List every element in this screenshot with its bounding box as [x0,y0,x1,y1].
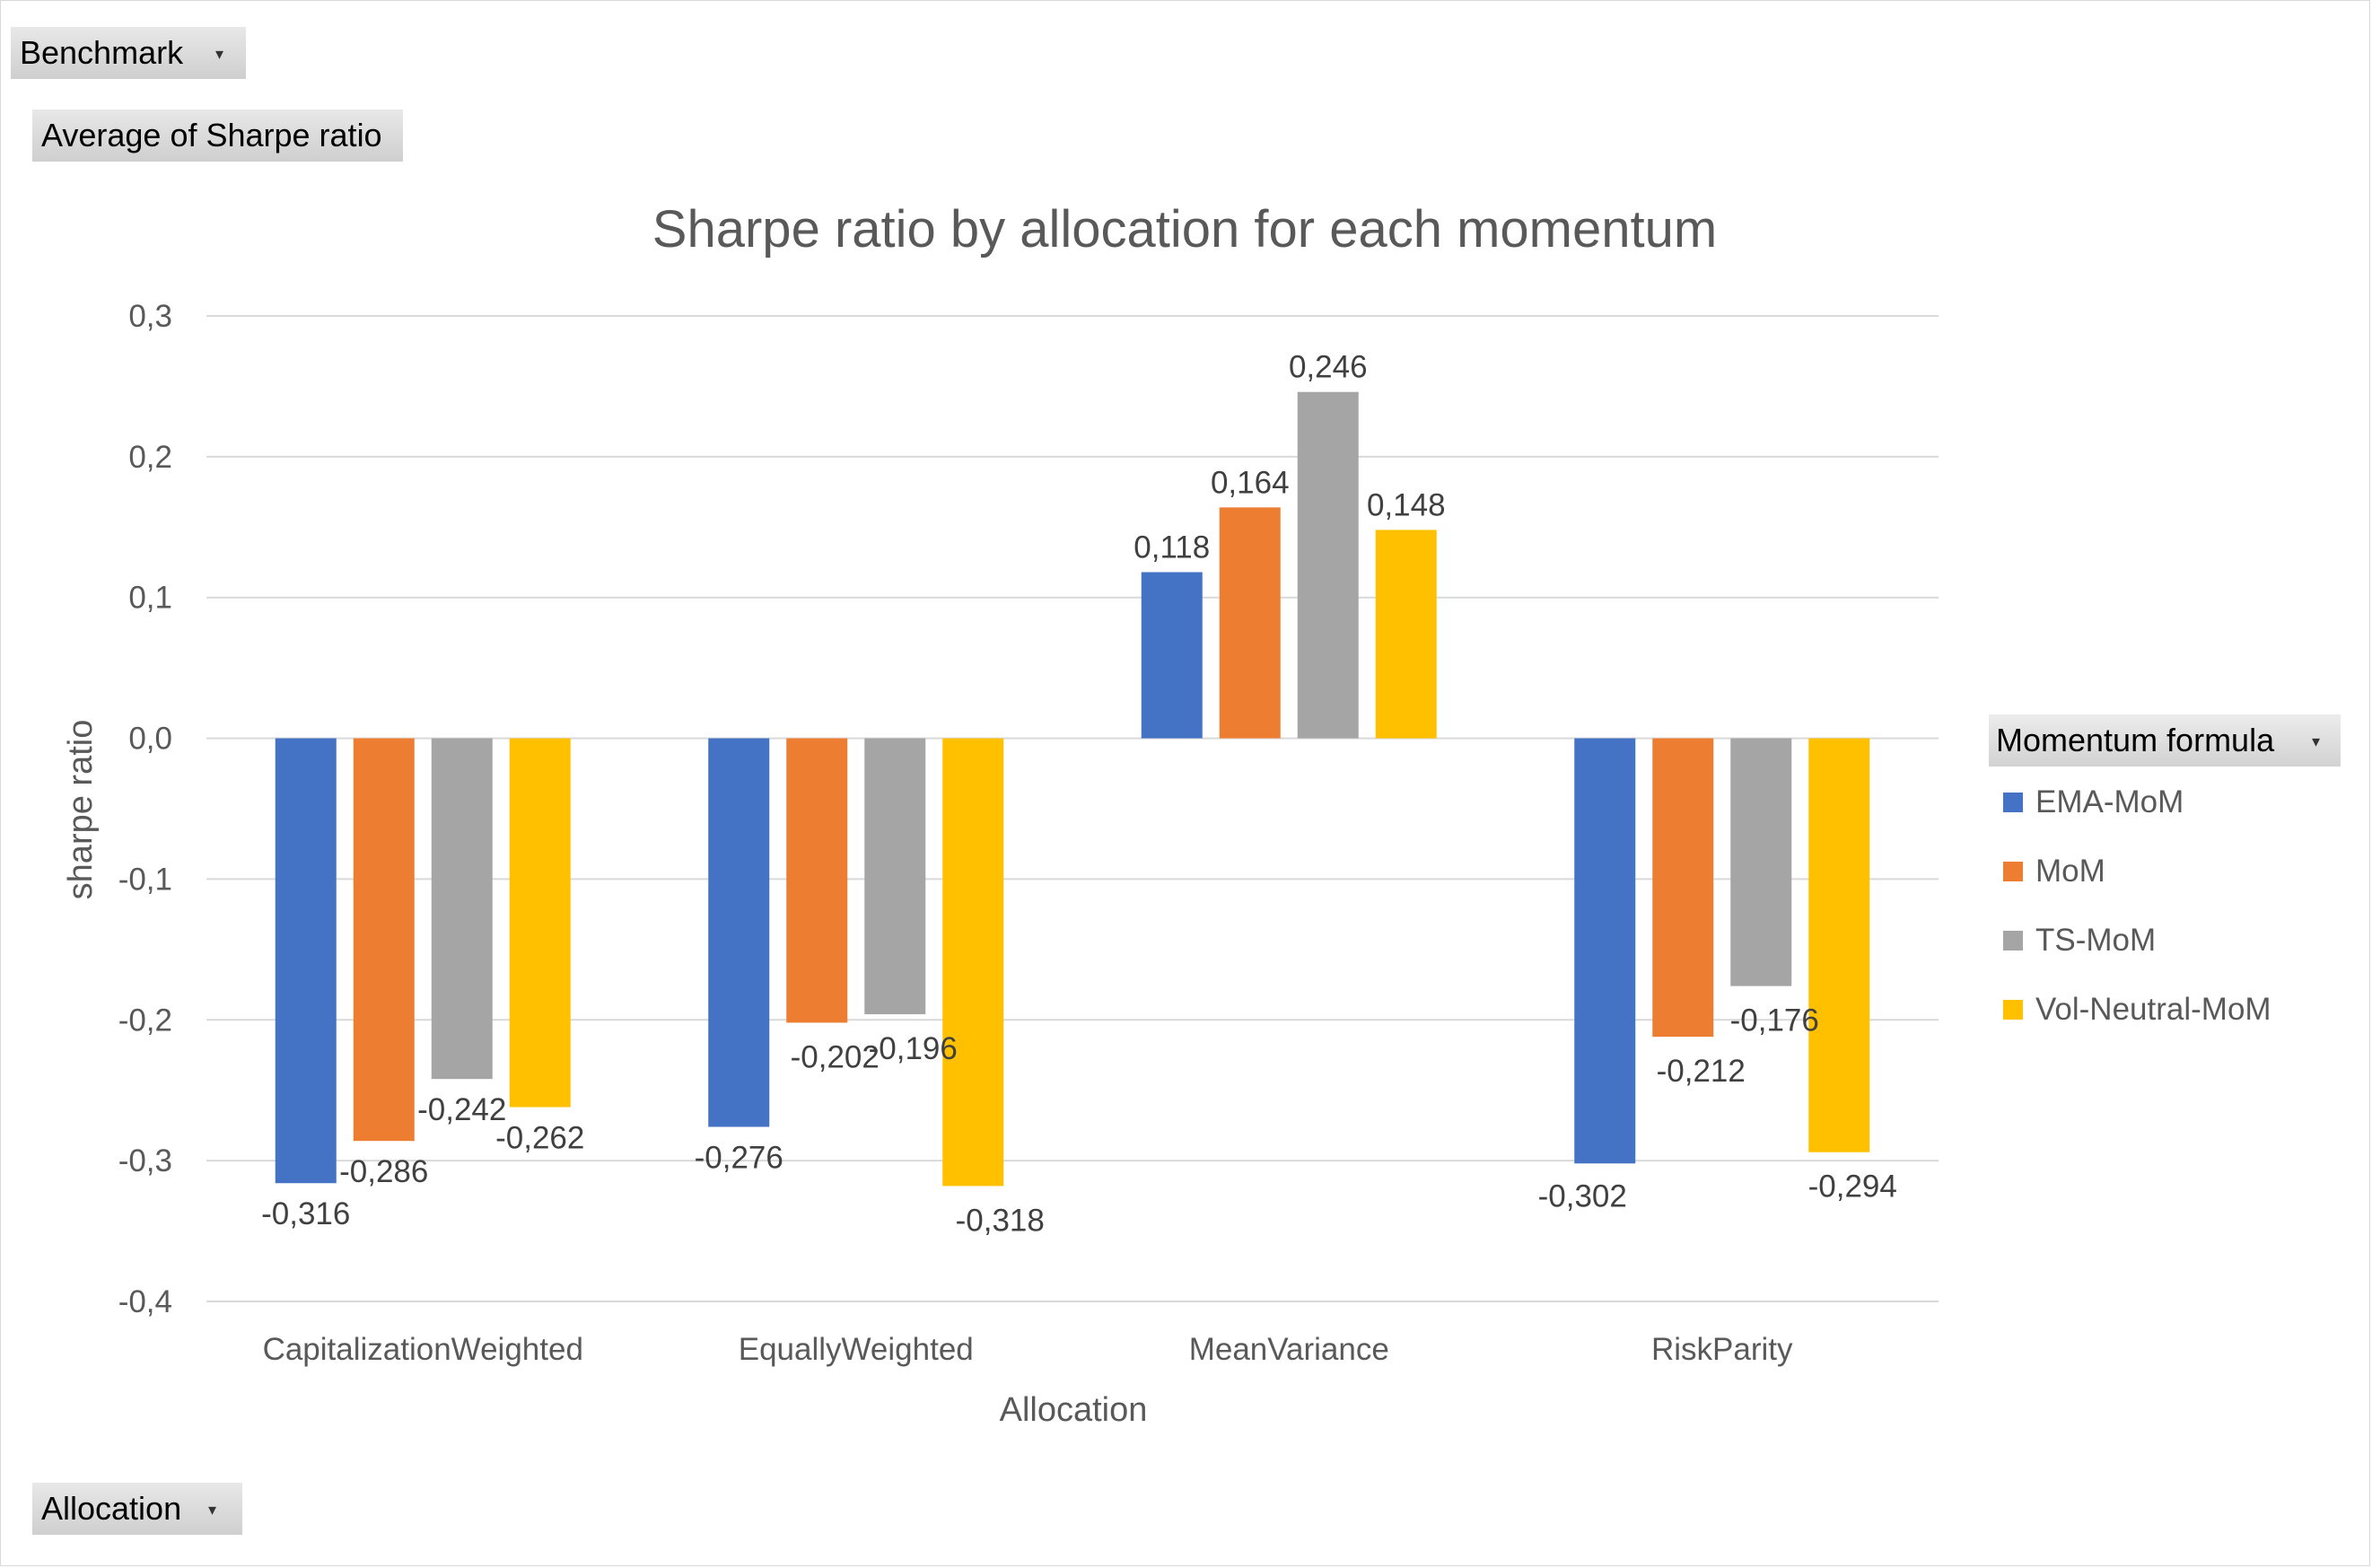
bar-vol-neutral-mom[interactable] [1808,738,1870,1152]
data-label: -0,202 [791,1039,880,1074]
data-label: 0,118 [1133,530,1210,565]
dropdown-arrow-icon: ▾ [208,1501,217,1519]
legend-label: TS-MoM [2035,923,2157,958]
x-tick-label: EquallyWeighted [739,1332,974,1367]
bar-mom[interactable] [353,738,415,1142]
x-tick-label: RiskParity [1651,1332,1793,1367]
legend-swatch [2003,793,2023,812]
legend-label: MoM [2035,854,2105,889]
data-label: -0,176 [1730,1003,1819,1038]
bar-ts-mom[interactable] [1297,391,1359,739]
data-label: 0,148 [1367,487,1446,522]
x-tick-label: MeanVariance [1189,1332,1389,1367]
data-label: -0,212 [1657,1054,1746,1089]
bar-ema-mom[interactable] [275,738,337,1184]
bar-vol-neutral-mom[interactable] [942,738,1004,1187]
dropdown-arrow-icon: ▾ [215,45,224,63]
bar-ema-mom[interactable] [708,738,770,1127]
legend-label: EMA-MoM [2035,784,2184,819]
legend-item[interactable]: Vol-Neutral-MoM [2003,992,2271,1028]
y-tick-label: 0,3 [128,299,172,334]
y-tick-label: 0,2 [128,440,172,475]
bar-mom[interactable] [1652,738,1714,1038]
data-label: -0,196 [869,1031,958,1066]
data-label: -0,276 [695,1140,783,1175]
benchmark-filter-label: Benchmark [20,34,184,71]
bar-ema-mom[interactable] [1141,572,1203,739]
data-label: 0,246 [1289,350,1368,385]
values-field-label: Average of Sharpe ratio [41,117,382,153]
legend-item[interactable]: MoM [2003,854,2105,889]
legend-swatch [2003,931,2023,950]
legend-item[interactable]: EMA-MoM [2003,784,2184,820]
data-label: 0,164 [1211,465,1290,500]
gridlines [206,315,1939,1302]
bar-ts-mom[interactable] [431,738,493,1080]
y-tick-label: -0,1 [118,862,172,897]
x-tick-label: CapitalizationWeighted [263,1332,583,1367]
bar-ema-mom[interactable] [1574,738,1636,1164]
data-label: -0,262 [495,1121,584,1156]
legend-title: Momentum formula [1996,722,2275,758]
data-labels: -0,316-0,286-0,242-0,262-0,276-0,202-0,1… [261,350,1897,1239]
data-label: -0,242 [417,1092,506,1127]
y-axis-ticks: -0,4 -0,3 -0,2 -0,1 0,0 0,1 0,2 0,3 [118,299,172,1319]
benchmark-filter-button[interactable]: Benchmark ▾ [11,27,246,79]
x-axis-title: Allocation [1000,1391,1148,1429]
values-field-button[interactable]: Average of Sharpe ratio [32,109,403,162]
bar-mom[interactable] [786,738,848,1023]
y-tick-label: -0,3 [118,1143,172,1178]
y-axis-title: sharpe ratio [62,720,100,900]
legend-swatch [2003,1000,2023,1020]
allocation-axis-button[interactable]: Allocation ▾ [32,1483,242,1535]
data-label: -0,286 [339,1154,428,1189]
bars[interactable] [275,391,1870,1187]
data-label: -0,302 [1538,1178,1627,1213]
bar-vol-neutral-mom[interactable] [1375,530,1437,739]
data-label: -0,294 [1808,1169,1897,1204]
bar-ts-mom[interactable] [1730,738,1792,986]
y-tick-label: 0,0 [128,722,172,757]
y-tick-label: -0,4 [118,1284,172,1319]
chart-title: Sharpe ratio by allocation for each mome… [652,200,1717,258]
bar-mom[interactable] [1219,507,1281,739]
legend-swatch [2003,862,2023,881]
legend-item[interactable]: TS-MoM [2003,923,2156,959]
data-label: -0,318 [956,1203,1045,1238]
bar-ts-mom[interactable] [864,738,926,1015]
dropdown-arrow-icon: ▾ [2312,732,2321,750]
allocation-axis-label: Allocation [41,1490,182,1527]
y-tick-label: 0,1 [128,581,172,616]
bar-vol-neutral-mom[interactable] [509,738,571,1108]
y-tick-label: -0,2 [118,1003,172,1038]
legend-field-button[interactable]: Momentum formula ▾ [1989,714,2341,766]
data-label: -0,316 [261,1196,350,1231]
x-axis-ticks: CapitalizationWeighted EquallyWeighted Mea… [263,1332,1793,1367]
legend-label: Vol-Neutral-MoM [2035,992,2271,1027]
